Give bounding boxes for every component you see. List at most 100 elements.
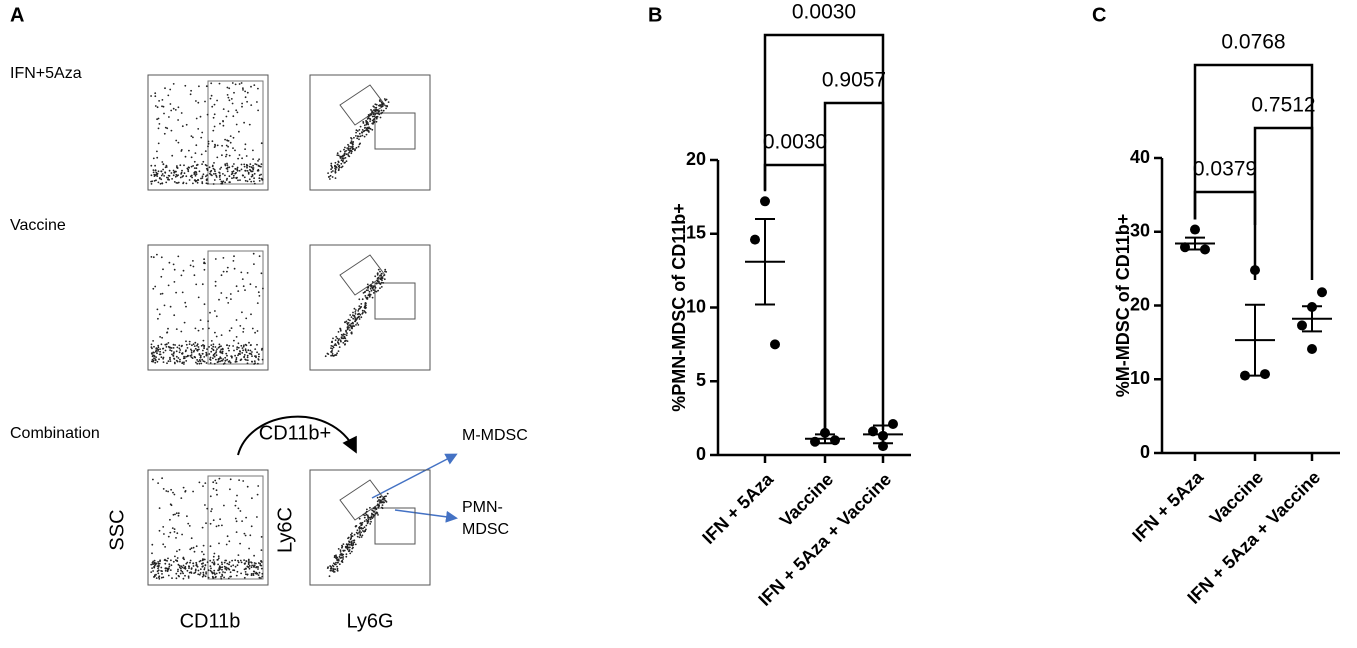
event xyxy=(336,569,339,572)
event xyxy=(386,492,389,495)
event xyxy=(348,541,351,544)
event xyxy=(341,337,344,340)
event xyxy=(365,289,368,292)
event xyxy=(374,113,377,115)
event xyxy=(237,554,240,556)
event xyxy=(257,109,259,112)
event xyxy=(220,292,223,294)
event xyxy=(205,178,208,181)
event xyxy=(355,131,357,134)
event xyxy=(335,335,338,338)
gate xyxy=(374,507,416,545)
event xyxy=(368,295,371,298)
event xyxy=(169,518,171,521)
event xyxy=(243,532,246,535)
event xyxy=(369,114,371,117)
event xyxy=(151,543,154,546)
error-bar xyxy=(815,433,835,445)
event xyxy=(204,100,206,103)
event xyxy=(232,136,235,139)
event xyxy=(198,481,201,484)
event xyxy=(352,317,355,320)
event xyxy=(181,125,184,128)
event xyxy=(350,540,353,543)
significance-bracket xyxy=(1193,63,1314,220)
event xyxy=(337,342,340,344)
event xyxy=(243,559,246,561)
event xyxy=(220,359,223,362)
event xyxy=(226,344,228,347)
event xyxy=(161,336,164,339)
event xyxy=(251,564,254,567)
event xyxy=(165,343,168,346)
event xyxy=(258,355,260,358)
event xyxy=(156,156,159,159)
event xyxy=(375,106,378,109)
event xyxy=(203,567,206,569)
event xyxy=(229,488,231,491)
event xyxy=(183,355,186,358)
event xyxy=(381,102,383,104)
event xyxy=(184,350,187,353)
event xyxy=(352,148,355,150)
event xyxy=(205,182,208,185)
event xyxy=(340,159,343,162)
event xyxy=(207,320,210,323)
arrow-label: CD11b+ xyxy=(259,422,331,444)
event xyxy=(260,549,263,551)
event xyxy=(162,543,165,546)
y-tick-label: 0 xyxy=(696,444,706,464)
event xyxy=(231,177,233,180)
event xyxy=(372,292,375,294)
event xyxy=(180,569,183,572)
event xyxy=(160,566,163,569)
event xyxy=(327,566,329,568)
event xyxy=(204,482,207,484)
event xyxy=(159,560,161,563)
event xyxy=(350,140,353,143)
event xyxy=(249,283,252,286)
event xyxy=(221,350,224,353)
event xyxy=(150,343,153,346)
event xyxy=(214,258,217,260)
event xyxy=(379,283,382,285)
event xyxy=(260,142,263,145)
event xyxy=(162,526,165,528)
event xyxy=(225,568,228,571)
event xyxy=(250,573,253,575)
event xyxy=(220,166,223,169)
event xyxy=(162,576,165,579)
event xyxy=(342,558,344,560)
y-tick-label: 10 xyxy=(1130,368,1150,388)
event xyxy=(177,512,180,515)
event xyxy=(159,177,161,179)
event xyxy=(234,361,237,363)
event xyxy=(258,295,261,297)
event xyxy=(150,346,153,348)
event xyxy=(166,362,168,365)
event xyxy=(229,478,232,481)
event xyxy=(211,508,213,510)
event xyxy=(233,91,235,94)
event xyxy=(217,557,220,560)
event xyxy=(171,577,173,579)
event xyxy=(154,169,157,172)
event xyxy=(357,310,360,312)
event xyxy=(347,325,350,327)
event xyxy=(248,341,250,344)
event xyxy=(213,552,216,555)
event xyxy=(238,352,241,355)
event xyxy=(153,345,155,348)
event xyxy=(214,576,217,579)
event xyxy=(159,348,162,350)
event xyxy=(255,355,257,357)
event xyxy=(257,291,260,294)
event xyxy=(232,174,235,177)
event xyxy=(370,109,372,111)
event xyxy=(154,564,156,567)
data-point xyxy=(1307,344,1317,355)
event xyxy=(222,173,224,175)
event xyxy=(190,156,193,159)
event xyxy=(232,260,235,262)
event xyxy=(190,348,192,351)
